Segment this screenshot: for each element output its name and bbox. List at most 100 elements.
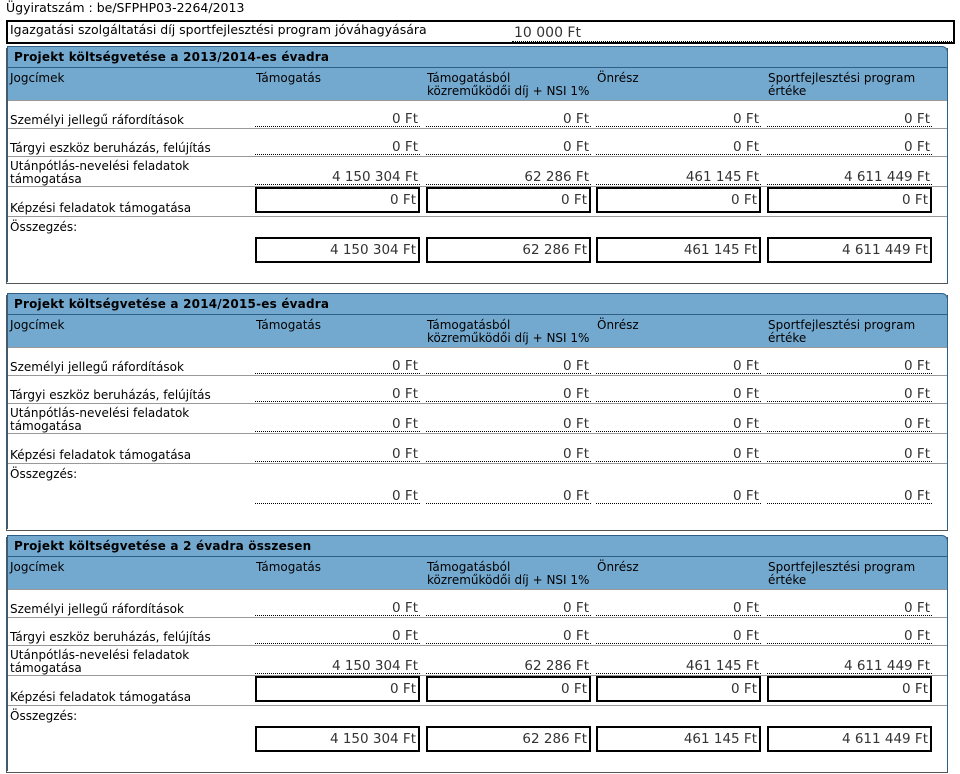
value-field[interactable]: 0 Ft bbox=[255, 139, 420, 155]
value-field[interactable]: 0 Ft bbox=[596, 386, 761, 402]
value-field[interactable]: 0 Ft bbox=[596, 111, 761, 127]
value-field[interactable]: 0 Ft bbox=[596, 139, 761, 155]
summary-value-field[interactable]: 0 Ft bbox=[426, 488, 591, 504]
value-field[interactable]: 0 Ft bbox=[767, 187, 932, 213]
value-field[interactable]: 0 Ft bbox=[596, 628, 761, 644]
value-field[interactable]: 0 Ft bbox=[255, 386, 420, 402]
value-field[interactable]: 461 145 Ft bbox=[596, 169, 761, 185]
row-label-kepzesi: Képzési feladatok támogatása bbox=[10, 690, 192, 704]
value-field[interactable]: 0 Ft bbox=[596, 446, 761, 462]
value-field[interactable]: 0 Ft bbox=[767, 600, 932, 616]
value-field[interactable]: 0 Ft bbox=[255, 446, 420, 462]
col-header-ertek: Sportfejlesztési program értéke bbox=[768, 72, 915, 98]
row-label-kepzesi: Képzési feladatok támogatása bbox=[10, 448, 192, 462]
value-field[interactable]: 0 Ft bbox=[767, 386, 932, 402]
summary-value-field[interactable]: 4 611 449 Ft bbox=[767, 726, 932, 752]
value-field[interactable]: 0 Ft bbox=[426, 111, 591, 127]
value-field[interactable]: 0 Ft bbox=[767, 676, 932, 702]
col-header-dij-line1: Támogatásból bbox=[427, 71, 511, 85]
col-header-ertek-line1: Sportfejlesztési program bbox=[768, 560, 916, 574]
col-header-ertek-line1: Sportfejlesztési program bbox=[768, 318, 916, 332]
value-field[interactable]: 0 Ft bbox=[255, 358, 420, 374]
summary-value-field[interactable]: 4 150 304 Ft bbox=[255, 726, 420, 752]
value-field[interactable]: 0 Ft bbox=[255, 600, 420, 616]
value-field[interactable]: 0 Ft bbox=[255, 111, 420, 127]
case-number: Ügyiratszám : be/SFPHP03-2264/2013 bbox=[6, 0, 245, 15]
value-field[interactable]: 0 Ft bbox=[426, 628, 591, 644]
value-field[interactable]: 0 Ft bbox=[255, 676, 420, 702]
summary-label: Összegzés: bbox=[10, 467, 78, 481]
value-field[interactable]: 4 150 304 Ft bbox=[255, 169, 420, 185]
section-header: Projekt költségvetése a 2014/2015-es éva… bbox=[7, 293, 948, 315]
summary-row: Összegzés: 0 Ft 0 Ft 0 Ft 0 Ft bbox=[8, 463, 947, 530]
value-field[interactable]: 0 Ft bbox=[426, 187, 591, 213]
value-field[interactable]: 461 145 Ft bbox=[596, 658, 761, 674]
value-field[interactable]: 0 Ft bbox=[767, 358, 932, 374]
summary-value-field[interactable]: 0 Ft bbox=[767, 488, 932, 504]
value-field[interactable]: 0 Ft bbox=[255, 628, 420, 644]
col-header-jogcimek: Jogcímek bbox=[10, 71, 65, 85]
section-body: Jogcímek Támogatás Támogatásból közreműk… bbox=[7, 68, 948, 282]
value-field[interactable]: 0 Ft bbox=[596, 676, 761, 702]
value-field[interactable]: 0 Ft bbox=[767, 446, 932, 462]
value-field[interactable]: 0 Ft bbox=[596, 187, 761, 213]
row-label-utanpotlas: Utánpótlás-nevelési feladatok támogatása bbox=[10, 160, 189, 186]
value-field[interactable]: 0 Ft bbox=[767, 628, 932, 644]
value-field[interactable]: 0 Ft bbox=[255, 187, 420, 213]
value-field[interactable]: 4 611 449 Ft bbox=[767, 169, 932, 185]
row-label-targyi: Tárgyi eszköz beruházás, felújítás bbox=[10, 141, 211, 155]
value-field[interactable]: 0 Ft bbox=[426, 416, 591, 432]
value-field[interactable]: 0 Ft bbox=[255, 416, 420, 432]
section-header: Projekt költségvetése a 2013/2014-es éva… bbox=[7, 46, 948, 68]
section-title: Projekt költségvetése a 2014/2015-es éva… bbox=[14, 297, 330, 311]
value-field[interactable]: 4 611 449 Ft bbox=[767, 658, 932, 674]
col-header-onresz: Önrész bbox=[597, 318, 639, 332]
summary-value-field[interactable]: 0 Ft bbox=[255, 488, 420, 504]
col-header-dij: Támogatásból közreműködői díj + NSI 1% bbox=[427, 319, 589, 345]
fee-value-field[interactable]: 10 000 Ft bbox=[512, 24, 954, 42]
summary-value-field[interactable]: 62 286 Ft bbox=[426, 726, 591, 752]
summary-value-field[interactable]: 461 145 Ft bbox=[596, 237, 761, 263]
value-field[interactable]: 0 Ft bbox=[767, 111, 932, 127]
value-field[interactable]: 0 Ft bbox=[596, 600, 761, 616]
value-field[interactable]: 62 286 Ft bbox=[426, 658, 591, 674]
section-header: Projekt költségvetése a 2 évadra összese… bbox=[7, 535, 948, 557]
fee-label: Igazgatási szolgáltatási díj sportfejles… bbox=[10, 22, 427, 37]
rows-area: Személyi jellegű ráfordítások 0 Ft 0 Ft 0 F… bbox=[8, 589, 947, 771]
value-field[interactable]: 0 Ft bbox=[767, 416, 932, 432]
value-field[interactable]: 0 Ft bbox=[596, 358, 761, 374]
col-header-jogcimek: Jogcímek bbox=[10, 318, 65, 332]
value-field[interactable]: 0 Ft bbox=[426, 386, 591, 402]
summary-label: Összegzés: bbox=[10, 709, 78, 723]
col-header-dij: Támogatásból közreműködői díj + NSI 1% bbox=[427, 561, 589, 587]
column-header-row: Jogcímek Támogatás Támogatásból közreműk… bbox=[8, 557, 947, 589]
value-field[interactable]: 4 150 304 Ft bbox=[255, 658, 420, 674]
row-label-utanpotlas-line1: Utánpótlás-nevelési feladatok bbox=[10, 159, 190, 173]
column-header-row: Jogcímek Támogatás Támogatásból közreműk… bbox=[8, 68, 947, 100]
column-header-row: Jogcímek Támogatás Támogatásból közreműk… bbox=[8, 315, 947, 347]
budget-section: Projekt költségvetése a 2 évadra összese… bbox=[6, 535, 948, 773]
budget-section: Projekt költségvetése a 2014/2015-es éva… bbox=[6, 293, 948, 531]
value-field[interactable]: 0 Ft bbox=[426, 446, 591, 462]
value-field[interactable]: 0 Ft bbox=[426, 676, 591, 702]
value-field[interactable]: 0 Ft bbox=[426, 358, 591, 374]
col-header-dij-line1: Támogatásból bbox=[427, 560, 511, 574]
section-body: Jogcímek Támogatás Támogatásból közreműk… bbox=[7, 557, 948, 771]
summary-value-field[interactable]: 0 Ft bbox=[596, 488, 761, 504]
col-header-ertek-line1: Sportfejlesztési program bbox=[768, 71, 916, 85]
summary-value-field[interactable]: 62 286 Ft bbox=[426, 237, 591, 263]
value-field[interactable]: 0 Ft bbox=[426, 139, 591, 155]
summary-value-field[interactable]: 461 145 Ft bbox=[596, 726, 761, 752]
budget-row: Képzési feladatok támogatása 0 Ft 0 Ft 0 Ft… bbox=[8, 675, 947, 706]
value-field[interactable]: 0 Ft bbox=[596, 416, 761, 432]
rows-area: Személyi jellegű ráfordítások 0 Ft 0 Ft 0 F… bbox=[8, 100, 947, 282]
summary-value-field[interactable]: 4 150 304 Ft bbox=[255, 237, 420, 263]
value-field[interactable]: 0 Ft bbox=[767, 139, 932, 155]
row-label-targyi: Tárgyi eszköz beruházás, felújítás bbox=[10, 388, 211, 402]
value-field[interactable]: 62 286 Ft bbox=[426, 169, 591, 185]
budget-row: Tárgyi eszköz beruházás, felújítás 0 Ft 0 … bbox=[8, 128, 947, 157]
summary-value-field[interactable]: 4 611 449 Ft bbox=[767, 237, 932, 263]
budget-row: Utánpótlás-nevelési feladatok támogatása… bbox=[8, 403, 947, 434]
col-header-ertek-line2: értéke bbox=[768, 84, 807, 98]
value-field[interactable]: 0 Ft bbox=[426, 600, 591, 616]
